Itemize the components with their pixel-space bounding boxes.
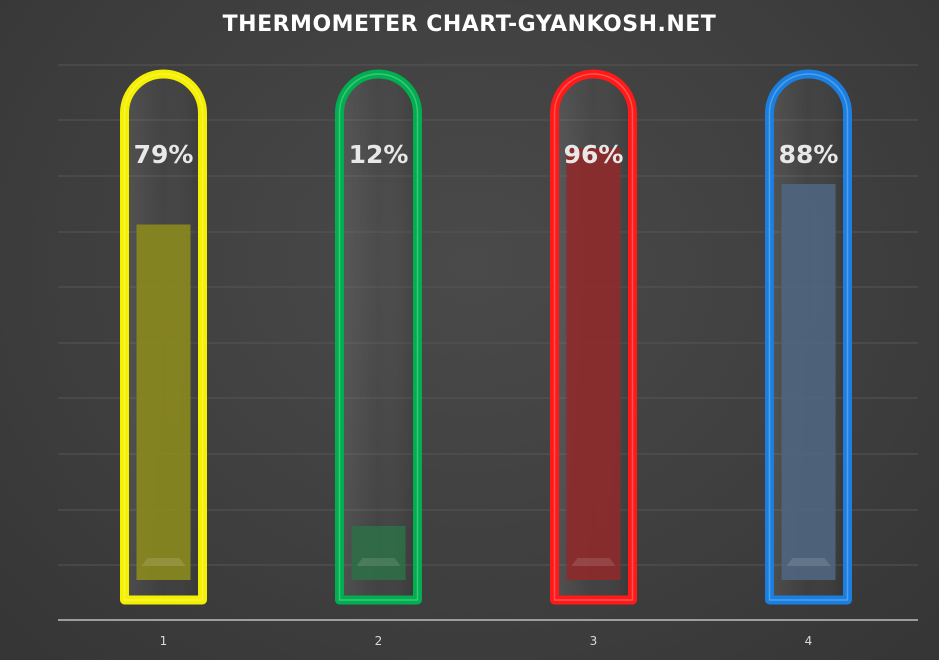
base-plate: [786, 558, 831, 566]
tube-highlight: [338, 73, 419, 601]
thermometer-group: 79% 12% 96% 88%: [120, 69, 852, 605]
x-tick-label: 4: [805, 634, 813, 648]
value-bar: [351, 526, 406, 580]
base-plate: [356, 558, 401, 566]
x-axis: 1 2 3 4: [58, 619, 918, 648]
data-label: 79%: [134, 140, 194, 169]
thermometer-2: 12%: [335, 69, 422, 605]
data-label: 12%: [349, 140, 409, 169]
thermometer-3: 96%: [550, 69, 637, 605]
value-bar: [566, 148, 621, 580]
base-plate: [141, 558, 186, 566]
tube-highlight: [768, 73, 849, 601]
base-plate: [571, 558, 616, 566]
x-tick-label: 1: [160, 634, 168, 648]
thermometer-tube: [335, 69, 422, 605]
x-tick-label: 3: [590, 634, 598, 648]
thermometer-4: 88%: [765, 69, 852, 605]
data-label: 96%: [564, 140, 624, 169]
chart-title: THERMOMETER CHART-GYANKOSH.NET: [222, 12, 717, 37]
thermometer-1: 79%: [120, 69, 207, 605]
tube-highlight: [123, 73, 204, 601]
value-bar: [781, 184, 836, 580]
value-bar: [136, 224, 191, 580]
data-label: 88%: [779, 140, 839, 169]
tube-highlight: [553, 73, 634, 601]
x-tick-label: 2: [375, 634, 383, 648]
